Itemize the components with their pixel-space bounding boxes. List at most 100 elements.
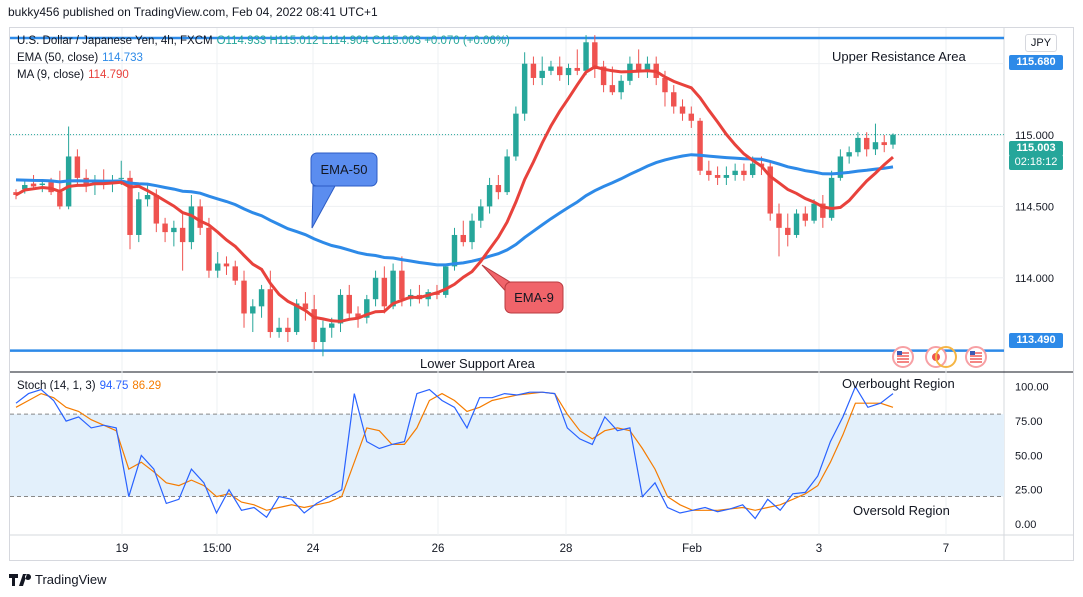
flag-ring bbox=[965, 346, 987, 368]
candle-body bbox=[337, 294, 344, 324]
stoch-tick-label: 0.00 bbox=[1015, 519, 1036, 531]
candle bbox=[802, 206, 809, 227]
stoch-tick-label: 100.00 bbox=[1015, 382, 1049, 394]
candle bbox=[372, 270, 379, 307]
stoch-tick-label: 25.00 bbox=[1015, 485, 1043, 497]
x-tick-label: Feb bbox=[682, 543, 702, 555]
candle-body bbox=[846, 152, 852, 157]
ema9-callout-text: EMA-9 bbox=[514, 290, 554, 305]
ema50-callout: EMA-50 bbox=[310, 152, 378, 229]
candle bbox=[741, 163, 747, 181]
candle bbox=[495, 175, 502, 200]
last-price-label: 115.003 bbox=[1009, 141, 1063, 156]
candle bbox=[469, 213, 475, 250]
candle-body bbox=[302, 303, 309, 310]
candle bbox=[671, 85, 677, 114]
candle bbox=[635, 49, 642, 78]
stoch-d-value: 86.29 bbox=[132, 380, 162, 392]
flag-canton bbox=[970, 351, 975, 355]
x-tick-label: 7 bbox=[943, 543, 949, 555]
candle-body bbox=[451, 234, 458, 267]
currency-button[interactable]: JPY bbox=[1025, 34, 1057, 52]
candle bbox=[697, 117, 703, 176]
candle-body bbox=[820, 203, 826, 218]
candle-body bbox=[635, 63, 642, 71]
candle bbox=[320, 320, 326, 357]
tradingview-footer[interactable]: TradingView bbox=[9, 572, 107, 587]
candle-body bbox=[504, 156, 510, 193]
candle bbox=[144, 185, 151, 207]
candle bbox=[600, 60, 607, 93]
candle bbox=[460, 220, 466, 247]
ma9-label: MA (9, close) bbox=[17, 69, 85, 81]
candle bbox=[521, 52, 528, 121]
candle-body bbox=[723, 175, 730, 178]
upper-resistance-label: Upper Resistance Area bbox=[832, 49, 966, 64]
candle bbox=[258, 284, 265, 318]
candle bbox=[776, 203, 782, 257]
candle-body bbox=[513, 113, 519, 157]
candle-body bbox=[828, 177, 835, 218]
candle-body bbox=[136, 199, 142, 235]
ema9-callout: EMA-9 bbox=[481, 264, 564, 314]
stoch-band bbox=[10, 414, 1004, 497]
candle bbox=[504, 149, 510, 196]
candle-body bbox=[486, 185, 493, 207]
ema50-legend[interactable]: EMA (50, close) 114.733 bbox=[17, 52, 147, 64]
candle-body bbox=[741, 170, 747, 176]
candle-body bbox=[837, 156, 844, 178]
candle-body bbox=[732, 170, 738, 176]
us-event-flag-icon bbox=[892, 346, 914, 368]
candle-body bbox=[469, 220, 475, 243]
candle bbox=[179, 213, 186, 271]
symbol-legend[interactable]: U.S. Dollar / Japanese Yen, 4h, FXCM O114… bbox=[17, 35, 514, 47]
candle bbox=[714, 166, 721, 186]
candle-body bbox=[863, 137, 870, 150]
candle-body bbox=[214, 263, 221, 271]
ema50-value: 114.733 bbox=[102, 52, 143, 64]
candle-body bbox=[644, 63, 651, 71]
publisher-line: bukky456 published on TradingView.com, F… bbox=[8, 5, 378, 19]
x-tick-label: 28 bbox=[560, 543, 573, 555]
candle-body bbox=[399, 270, 405, 300]
candle-body bbox=[250, 306, 256, 314]
overbought-label: Overbought Region bbox=[842, 376, 955, 391]
ema50-line bbox=[15, 153, 894, 267]
candle bbox=[206, 217, 212, 278]
candle-body bbox=[171, 227, 177, 233]
candle-body bbox=[311, 309, 317, 343]
candle bbox=[723, 166, 730, 186]
candle-body bbox=[127, 177, 133, 235]
candle-body bbox=[320, 327, 326, 343]
candle bbox=[197, 199, 203, 235]
candle bbox=[592, 35, 598, 78]
candle bbox=[530, 56, 537, 86]
candle-body bbox=[785, 227, 791, 235]
candle-body bbox=[688, 113, 695, 121]
candle-body bbox=[162, 223, 168, 233]
candle bbox=[171, 220, 177, 247]
oversold-label: Oversold Region bbox=[853, 503, 950, 518]
candle bbox=[425, 289, 431, 307]
tradingview-brand: TradingView bbox=[35, 572, 107, 587]
chart-frame bbox=[9, 27, 1074, 561]
candle-body bbox=[372, 277, 379, 300]
y-tick-label: 114.000 bbox=[1015, 273, 1054, 285]
stoch-legend[interactable]: Stoch (14, 1, 3) 94.75 86.29 bbox=[17, 380, 165, 392]
candle-body bbox=[144, 195, 151, 200]
candle-body bbox=[179, 227, 186, 243]
candle bbox=[399, 256, 405, 307]
candle bbox=[679, 99, 686, 121]
candle bbox=[443, 263, 449, 298]
candle-body bbox=[714, 175, 721, 178]
support-price-label: 113.490 bbox=[1009, 333, 1063, 348]
ema9-callout-box bbox=[504, 281, 564, 314]
candle bbox=[311, 294, 317, 350]
ema50-callout-text: EMA-50 bbox=[321, 162, 368, 177]
ma9-legend[interactable]: MA (9, close) 114.790 bbox=[17, 69, 133, 81]
candle-body bbox=[872, 142, 879, 150]
candle bbox=[706, 160, 712, 181]
candle bbox=[732, 163, 738, 181]
candle-body bbox=[22, 185, 28, 190]
